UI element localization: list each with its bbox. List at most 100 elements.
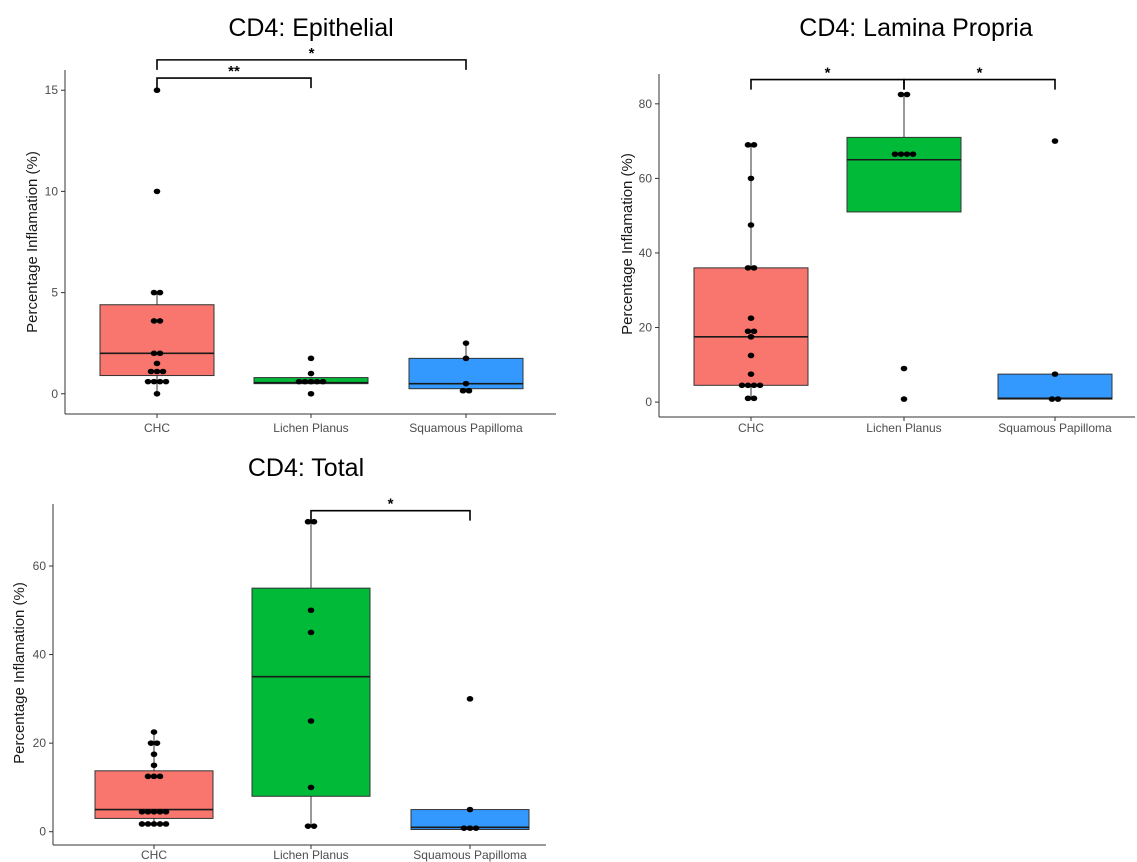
y-axis-label: Percentage Inflamation (%) (619, 153, 636, 335)
significance-label: * (309, 45, 315, 62)
data-point (750, 382, 758, 389)
data-point (307, 355, 315, 362)
y-tick-label: 40 (33, 648, 47, 662)
data-point (756, 382, 764, 389)
y-tick-label: 60 (33, 559, 47, 573)
data-point (1048, 396, 1056, 402)
data-point (462, 355, 470, 362)
significance-bracket (156, 59, 467, 70)
data-point (472, 825, 480, 831)
data-point (747, 334, 755, 340)
data-point (307, 629, 315, 636)
data-point (1051, 371, 1059, 377)
box-2 (997, 373, 1113, 400)
data-point (900, 365, 908, 372)
data-point (162, 821, 170, 827)
significance-label: * (977, 65, 983, 82)
data-point (150, 350, 158, 357)
data-point (153, 360, 161, 367)
data-point (313, 378, 321, 385)
data-point (156, 289, 164, 296)
data-point (150, 762, 158, 769)
panel-total: CD4: Total Percentage Inflamation (%) 0 2… (11, 454, 546, 862)
data-point (156, 350, 164, 357)
data-point (319, 378, 327, 385)
data-point (162, 378, 170, 385)
data-point (150, 378, 158, 385)
panel-epithelial: CD4: Epithelial Percentage Inflamation (… (24, 14, 556, 435)
data-point (304, 823, 312, 829)
chart-title: CD4: Lamina Propria (799, 14, 1033, 42)
data-point (1051, 138, 1059, 144)
data-point (747, 371, 755, 377)
significance-label: ** (228, 63, 240, 80)
y-tick-label: 60 (639, 171, 653, 185)
y-tick-label: 15 (45, 83, 59, 97)
data-point (310, 823, 318, 829)
data-point (156, 318, 164, 324)
y-tick-label: 20 (639, 321, 653, 335)
data-point (295, 378, 303, 385)
box-1 (251, 587, 371, 797)
data-point (459, 387, 467, 394)
x-tick-label: Squamous Papilloma (413, 848, 527, 862)
data-point (147, 740, 155, 746)
significance-bracket (310, 509, 471, 521)
data-point (156, 378, 164, 385)
data-point (144, 773, 152, 780)
data-point (460, 825, 468, 831)
data-point (159, 368, 167, 375)
data-point (138, 808, 146, 815)
data-point (307, 370, 315, 377)
data-point (738, 382, 746, 389)
data-point (750, 265, 758, 271)
y-tick-label: 20 (33, 736, 47, 750)
y-tick-label: 0 (645, 395, 652, 409)
significance-label: * (825, 65, 831, 82)
data-point (747, 175, 755, 182)
data-point (750, 142, 758, 148)
x-tick-label: CHC (144, 421, 170, 435)
data-point (744, 142, 752, 148)
data-point (150, 318, 158, 324)
data-point (156, 773, 164, 780)
data-point (750, 328, 758, 335)
data-point (744, 395, 752, 402)
box-1 (846, 136, 962, 213)
x-tick-label: Lichen Planus (273, 848, 348, 862)
data-point (150, 773, 158, 780)
data-point (153, 87, 161, 94)
y-tick-label: 10 (45, 184, 59, 198)
chart-title: CD4: Total (248, 454, 364, 482)
data-point (909, 151, 917, 157)
data-point (153, 188, 161, 195)
data-point (153, 368, 161, 375)
y-axis-label: Percentage Inflamation (%) (24, 151, 41, 333)
data-point (150, 289, 158, 296)
data-point (138, 821, 146, 827)
y-axis-label: Percentage Inflamation (%) (11, 582, 28, 764)
data-point (900, 396, 908, 402)
data-point (162, 808, 170, 815)
chart-title: CD4: Epithelial (228, 14, 393, 42)
data-point (144, 821, 152, 827)
significance-label: * (388, 496, 394, 513)
data-point (307, 378, 315, 385)
data-point (1054, 396, 1062, 402)
data-point (304, 518, 312, 525)
data-point (156, 808, 164, 815)
y-tick-label: 0 (39, 825, 46, 839)
data-point (307, 784, 315, 791)
data-point (150, 821, 158, 827)
data-point (307, 607, 315, 614)
x-tick-label: Lichen Planus (273, 421, 348, 435)
data-point (153, 390, 161, 397)
data-point (144, 378, 152, 385)
data-point (466, 696, 474, 702)
significance-bracket (156, 77, 312, 89)
data-point (897, 91, 905, 98)
y-tick-label: 40 (639, 246, 653, 260)
data-point (465, 387, 473, 394)
data-point (310, 518, 318, 525)
